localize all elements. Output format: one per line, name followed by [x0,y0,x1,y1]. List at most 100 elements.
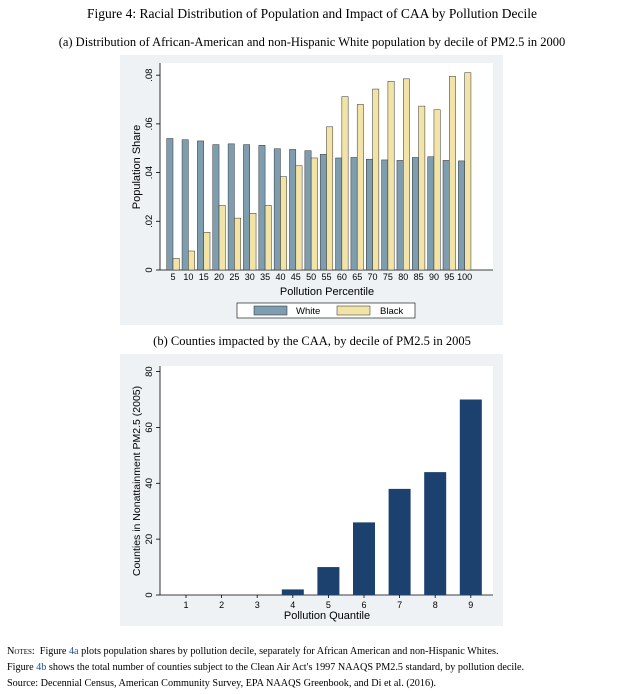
x-tick-label: 25 [229,272,239,282]
bar-white-95 [442,160,450,271]
x-tick-label: 60 [337,272,347,282]
x-tick-label: 45 [291,272,301,282]
x-axis-title: Pollution Percentile [280,286,374,298]
figure-ref-4a[interactable]: 4a [68,646,79,657]
bar-black-35 [264,205,272,271]
x-tick-label: 2 [219,600,224,610]
bar-white-100 [458,160,465,271]
x-tick-label: 55 [321,272,331,282]
bar-white-70 [366,158,373,271]
x-tick-label: 15 [199,272,209,282]
bar-black-25 [234,217,241,271]
y-tick-label: 0 [144,592,155,597]
bar-black-50 [310,157,318,271]
figure-notes: Notes: Figure 4a plots population shares… [7,644,619,693]
bar-white-50 [304,150,312,271]
bar-quantile-5 [317,567,340,595]
x-tick-label: 5 [170,272,175,282]
x-tick-label: 20 [214,272,224,282]
bar-black-65 [356,104,364,271]
subfigure-b-caption: (b) Counties impacted by the CAA, by dec… [153,334,471,348]
bar-white-35 [258,145,266,271]
bar-white-55 [319,154,327,271]
x-tick-label: 10 [183,272,193,282]
y-tick-label: 20 [144,534,155,545]
bar-white-60 [335,157,343,271]
bar-white-10 [181,139,189,271]
legend-swatch-black [336,305,371,316]
bar-black-45 [295,165,303,271]
bar-black-55 [326,126,334,271]
x-tick-label: 5 [326,600,331,610]
x-tick-label: 30 [245,272,255,282]
bar-quantile-8 [424,472,447,595]
legend-swatch-white [253,305,288,316]
bar-quantile-6 [353,522,375,595]
population-share-chart: 0 .02 .04 .06 .08 5 10 15 20 25 30 35 40 45 50 55 60 65 7… [120,55,503,325]
legend-label-black: Black [380,306,403,317]
subfigure-a-caption: (a) Distribution of African-American and… [58,35,566,49]
bar-black-5 [172,258,180,271]
notes-text: plots population shares by pollution dec… [78,646,499,657]
bar-quantile-9 [459,399,482,595]
x-axis-title: Pollution Quantile [284,610,370,622]
bar-black-95 [449,76,456,271]
bar-black-90 [433,109,441,271]
bar-white-75 [381,159,389,271]
y-tick-label: 60 [144,422,155,433]
bar-black-75 [387,81,395,271]
notes-line-1: Notes: Figure 4a plots population shares… [7,644,619,660]
x-tick-label: 1 [183,600,188,610]
y-tick-label: .04 [144,166,155,179]
x-tick-label: 85 [414,272,424,282]
x-tick-label: 35 [260,272,270,282]
notes-line-3: Source: Decennial Census, American Commu… [7,678,437,690]
x-tick-label: 40 [275,272,285,282]
x-tick-label: 4 [290,600,295,610]
bar-black-15 [203,232,211,271]
bar-white-30 [243,144,250,271]
y-axis-title: Population Share [131,125,143,209]
bar-black-100 [464,72,472,271]
x-tick-label: 3 [255,600,260,610]
bar-black-80 [403,78,410,271]
y-axis-title: Counties in Nonattainment PM2.5 (2005) [131,386,143,576]
bar-white-40 [273,148,281,271]
bar-quantile-4 [281,589,304,595]
bar-black-40 [280,176,288,271]
bar-white-45 [289,149,297,271]
x-tick-label: 70 [368,272,378,282]
x-tick-label: 80 [398,272,408,282]
bar-black-10 [188,250,195,271]
x-tick-label: 100 [457,272,472,282]
bar-black-30 [249,213,257,271]
notes-line-2: Figure 4b shows the total number of coun… [7,660,619,676]
bar-black-85 [418,105,426,271]
x-tick-label: 65 [352,272,362,282]
figure-ref-4b[interactable]: 4b [36,662,47,674]
bar-white-90 [427,156,435,271]
bar-white-85 [412,157,419,271]
x-tick-label: 6 [361,600,366,610]
notes-label: Notes: [7,646,35,657]
x-tick-label: 75 [383,272,393,282]
notes-text: Figure [7,662,37,674]
bar-black-60 [341,96,349,271]
figure-title: Figure 4: Racial Distribution of Populat… [87,6,537,21]
bar-white-25 [227,143,235,271]
x-tick-label: 9 [468,600,473,610]
y-tick-label: .06 [144,117,155,130]
x-tick-label: 90 [429,272,439,282]
nonattainment-counties-chart: 0 20 40 60 80 1 2 3 4 5 6 7 8 9 Pollution Quantile C… [120,354,503,626]
notes-text: Figure [39,646,69,657]
bar-black-70 [372,88,380,271]
x-tick-label: 50 [306,272,316,282]
y-tick-label: 40 [144,478,155,489]
bar-white-15 [197,140,204,271]
y-tick-label: .08 [144,69,155,82]
x-tick-label: 7 [397,600,402,610]
x-tick-label: 8 [433,600,438,610]
y-tick-label: 80 [144,366,155,377]
bar-quantile-7 [388,488,411,595]
bar-black-20 [218,205,226,271]
